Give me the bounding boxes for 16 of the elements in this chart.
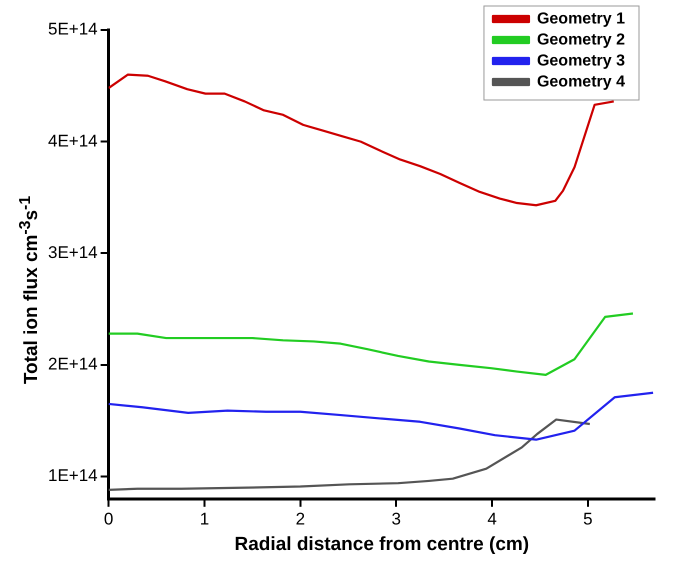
y-tick-label: 2E+14 — [48, 354, 98, 374]
y-tick-label: 4E+14 — [48, 131, 98, 150]
x-tick-label: 4 — [487, 510, 497, 529]
y-tick-label: 5E+14 — [48, 20, 98, 39]
legend-label: Geometry 1 — [536, 10, 626, 28]
x-tick-label: 3 — [391, 510, 401, 529]
x-tick-label: 2 — [296, 510, 306, 529]
y-tick-label: 3E+14 — [48, 242, 98, 262]
x-tick-label: 1 — [200, 510, 210, 529]
x-tick-label: 5 — [583, 510, 593, 529]
y-tick-label: 1E+14 — [48, 466, 98, 486]
x-tick-label: 0 — [104, 510, 114, 529]
x-axis-title: Radial distance from centre (cm) — [234, 534, 530, 555]
legend-label: Geometry 3 — [536, 52, 626, 70]
legend-label: Geometry 4 — [536, 73, 626, 90]
legend-label: Geometry 2 — [536, 31, 626, 48]
